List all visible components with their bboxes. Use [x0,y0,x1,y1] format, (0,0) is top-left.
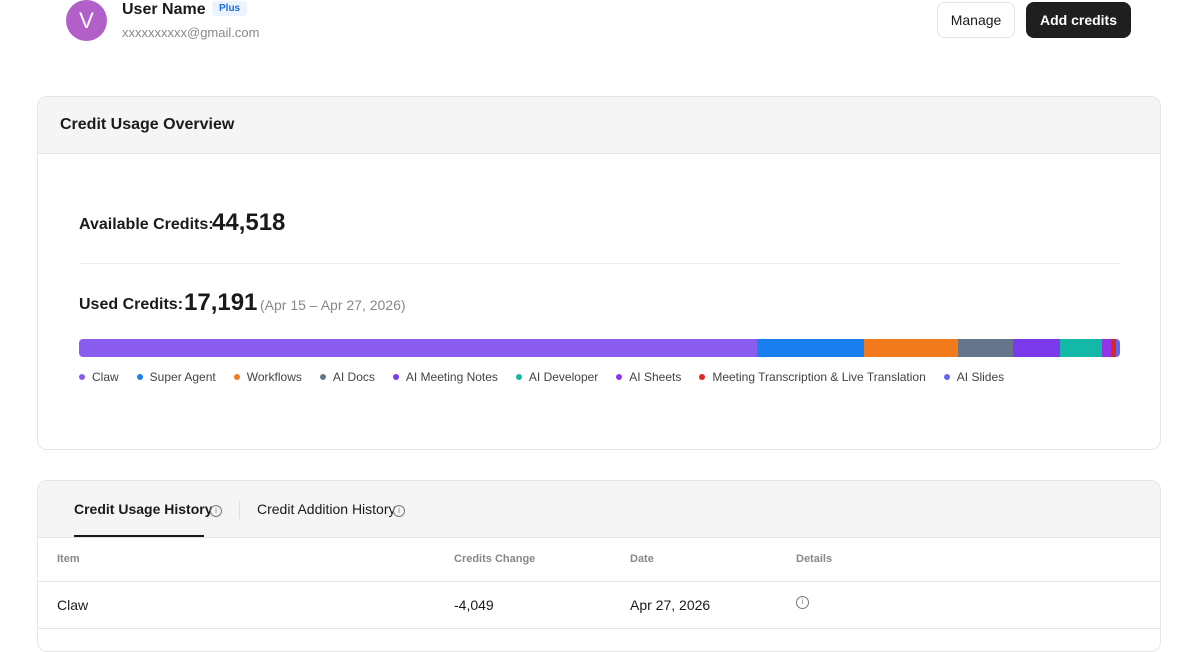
legend-dot [699,374,706,380]
available-label: Available Credits: [79,216,214,233]
bar-segment [863,339,958,357]
period: (Apr 15 – Apr 27, 2026) [260,297,406,313]
usage-bar [79,339,1120,357]
manage-button[interactable]: Manage [937,2,1015,38]
column-header: Credits Change [454,553,536,565]
legend-label: AI Docs [332,370,375,384]
divider [79,263,1120,264]
card-title: Credit Usage Overview [60,116,235,133]
user-name: User Name [122,1,206,18]
legend-dot [136,374,143,380]
tab[interactable]: Credit Addition History [257,501,396,517]
legend-label: Meeting Transcription & Live Translation [712,370,926,384]
legend-item: AI Docs [319,370,375,384]
legend-label: AI Slides [956,370,1005,384]
legend-item: Meeting Transcription & Live Translation [699,370,926,384]
column-header: Details [796,553,833,565]
legend-dot [319,374,326,380]
legend-item: Super Agent [136,370,216,384]
legend-dot [943,374,950,380]
legend-label: Super Agent [149,370,216,384]
bar-segment [1115,339,1120,357]
legend-label: Workflows [246,370,302,384]
tab-underline [74,535,204,537]
legend-item: Workflows [233,370,302,384]
bar-segment [1012,339,1060,357]
bar-segment [756,339,864,357]
legend-item: AI Developer [515,370,599,384]
bar-segment [957,339,1013,357]
tab-separator [239,501,240,519]
column-header: Date [630,553,654,565]
row-divider [38,581,1160,582]
used-value: 17,191 [184,289,258,316]
legend-label: AI Sheets [629,370,682,384]
tab-active[interactable]: Credit Usage History [74,501,213,517]
legend-label: Claw [92,370,119,384]
card-header [38,97,1160,154]
email: xxxxxxxxxx@gmail.com [122,25,260,40]
bar-segment [1110,339,1116,357]
available-value: 44,518 [212,209,286,236]
legend: Claw Super Agent Workflows AI Docs AI Meetin… [79,370,1004,384]
bar-segment [1059,339,1102,357]
legend-label: AI Meeting Notes [405,370,498,384]
avatar: V [66,0,107,41]
legend-item: AI Slides [943,370,1005,384]
legend-item: AI Sheets [616,370,681,384]
legend-item: Claw [79,370,119,384]
legend-dot [616,374,623,380]
overview-card: Credit Usage Overview Available Credits:… [37,96,1161,450]
tabs-bar [38,481,1160,538]
legend-dot [79,374,85,380]
bar-segment [1101,339,1111,357]
legend-dot [392,374,399,380]
page: V User Name Plus xxxxxxxxxx@gmail.com Ma… [37,0,1161,652]
history-card: Credit Usage History i Credit Addition H… [37,480,1161,652]
add-credits-button[interactable]: Add credits [1026,2,1131,38]
cell: Claw [57,597,89,613]
row-divider [38,628,1160,629]
legend-dot [233,374,240,380]
used-label: Used Credits: [79,296,184,313]
legend-dot [515,374,522,380]
info-icon: i [210,505,222,517]
bar-segment [79,339,757,357]
cell: -4,049 [454,597,494,613]
info-icon: i [393,505,405,517]
legend-item: AI Meeting Notes [392,370,498,384]
cell: Apr 27, 2026 [630,597,711,613]
details-icon[interactable]: i [796,596,809,609]
column-header: Item [57,553,80,565]
plan-badge: Plus [212,1,248,16]
legend-label: AI Developer [528,370,599,384]
